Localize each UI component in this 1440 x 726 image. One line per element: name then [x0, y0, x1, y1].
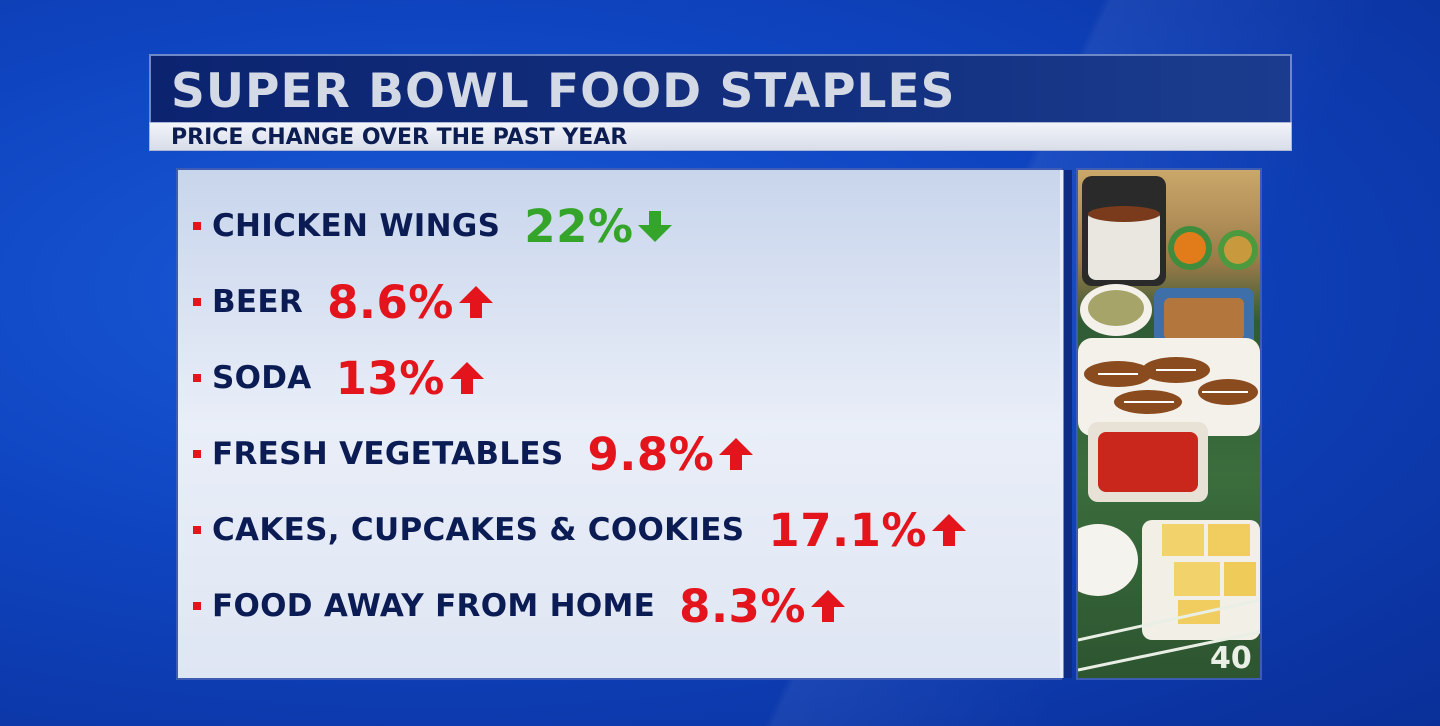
list-item: CAKES, CUPCAKES & COOKIES 17.1% [178, 500, 969, 560]
list-item: FRESH VEGETABLES 9.8% [178, 424, 756, 484]
item-value: 22% [524, 199, 634, 253]
item-value: 17.1% [768, 503, 928, 557]
title-banner: SUPER BOWL FOOD STAPLES [149, 54, 1292, 124]
panel-divider [1060, 170, 1072, 678]
item-value: 9.8% [587, 427, 715, 481]
food-spread-image: 40 [1078, 170, 1260, 678]
item-value: 13% [335, 351, 445, 405]
list-item: SODA 13% [178, 348, 487, 408]
svg-text:40: 40 [1210, 641, 1252, 676]
arrow-up-icon [932, 514, 967, 546]
item-label: FOOD AWAY FROM HOME [212, 588, 656, 624]
bullet-marker [193, 602, 201, 610]
arrow-down-icon [638, 211, 673, 242]
bullet-marker [193, 526, 201, 534]
bullet-marker [193, 222, 201, 230]
bullet-marker [193, 450, 201, 458]
arrow-up-icon [449, 362, 484, 394]
item-label: CAKES, CUPCAKES & COOKIES [212, 512, 745, 548]
arrow-up-icon [719, 438, 754, 470]
item-value: 8.6% [327, 275, 454, 329]
price-change-list: CHICKEN WINGS 22% BEER 8.6% SODA 13% FRESH VEG… [178, 170, 1060, 678]
food-spread-illustration: 40 [1078, 176, 1260, 676]
page-title: SUPER BOWL FOOD STAPLES [171, 64, 956, 119]
item-label: SODA [212, 360, 312, 396]
item-value: 8.3% [679, 579, 806, 633]
list-item: CHICKEN WINGS 22% [178, 196, 675, 256]
item-label: FRESH VEGETABLES [212, 436, 564, 472]
bullet-marker [193, 374, 201, 382]
arrow-up-icon [458, 286, 493, 318]
item-label: CHICKEN WINGS [212, 208, 501, 244]
arrow-up-icon [810, 590, 845, 622]
list-item: FOOD AWAY FROM HOME 8.3% [178, 576, 848, 636]
subtitle-banner: PRICE CHANGE OVER THE PAST YEAR [149, 122, 1292, 151]
page-subtitle: PRICE CHANGE OVER THE PAST YEAR [171, 125, 628, 150]
item-label: BEER [212, 284, 304, 320]
bullet-marker [193, 298, 201, 306]
list-item: BEER 8.6% [178, 272, 496, 332]
